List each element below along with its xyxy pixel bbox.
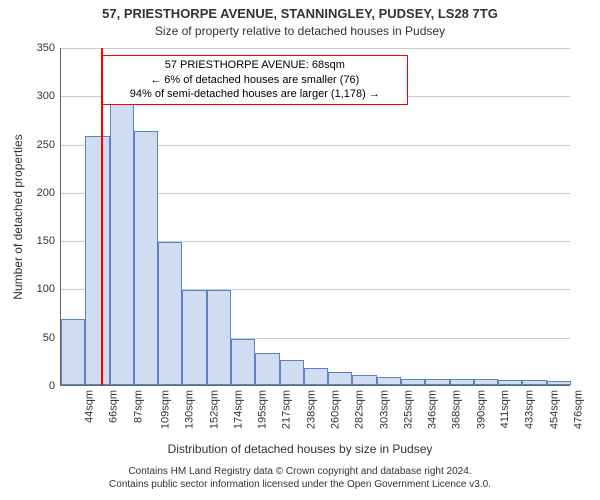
xtick-label: 217sqm xyxy=(281,390,293,429)
xtick-label: 433sqm xyxy=(524,390,536,429)
xtick-label: 303sqm xyxy=(378,390,390,429)
histogram-bar xyxy=(328,372,352,385)
xtick-label: 195sqm xyxy=(257,390,269,429)
xtick-label: 130sqm xyxy=(184,390,196,429)
xtick-label: 44sqm xyxy=(84,390,96,423)
xtick-label: 390sqm xyxy=(475,390,487,429)
xtick-label: 325sqm xyxy=(402,390,414,429)
ytick-label: 250 xyxy=(37,139,61,151)
ytick-label: 200 xyxy=(37,187,61,199)
histogram-bar xyxy=(280,360,304,385)
xtick-label: 476sqm xyxy=(572,390,584,429)
xtick-label: 368sqm xyxy=(451,390,463,429)
histogram-bar xyxy=(377,377,401,385)
histogram-bar xyxy=(231,339,255,385)
ytick-label: 50 xyxy=(43,332,61,344)
xtick-label: 109sqm xyxy=(160,390,172,429)
histogram-bar xyxy=(110,88,134,385)
footer-line-2: Contains public sector information licen… xyxy=(0,479,600,492)
chart-container: Number of detached properties 0501001502… xyxy=(0,0,600,500)
ytick-label: 100 xyxy=(37,283,61,295)
ytick-label: 150 xyxy=(37,235,61,247)
histogram-bar xyxy=(498,380,522,385)
histogram-bar xyxy=(61,319,85,385)
histogram-bar xyxy=(182,290,206,385)
histogram-bar xyxy=(158,242,182,385)
histogram-bar xyxy=(425,379,449,385)
histogram-bar xyxy=(522,380,546,385)
ytick-label: 300 xyxy=(37,90,61,102)
histogram-bar xyxy=(547,381,571,385)
annotation-line: ← 6% of detached houses are smaller (76) xyxy=(109,73,401,88)
xtick-label: 152sqm xyxy=(208,390,220,429)
xtick-label: 282sqm xyxy=(354,390,366,429)
xtick-label: 238sqm xyxy=(305,390,317,429)
histogram-bar xyxy=(352,375,376,385)
annotation-line: 94% of semi-detached houses are larger (… xyxy=(109,87,401,102)
xtick-label: 454sqm xyxy=(548,390,560,429)
xtick-label: 346sqm xyxy=(427,390,439,429)
ytick-label: 0 xyxy=(49,380,61,392)
xtick-label: 87sqm xyxy=(132,390,144,423)
histogram-bar xyxy=(134,131,158,385)
histogram-bar xyxy=(401,379,425,385)
histogram-bar xyxy=(450,379,474,385)
x-axis-label: Distribution of detached houses by size … xyxy=(0,442,600,456)
xtick-label: 411sqm xyxy=(499,390,511,428)
histogram-bar xyxy=(474,379,498,385)
ytick-label: 350 xyxy=(37,42,61,54)
y-axis-label: Number of detached properties xyxy=(11,134,25,299)
gridline xyxy=(61,48,570,49)
footer-attribution: Contains HM Land Registry data © Crown c… xyxy=(0,466,600,491)
xtick-label: 66sqm xyxy=(108,390,120,423)
footer-line-1: Contains HM Land Registry data © Crown c… xyxy=(0,466,600,479)
histogram-bar xyxy=(85,136,109,385)
annotation-line: 57 PRIESTHORPE AVENUE: 68sqm xyxy=(109,58,401,73)
xtick-label: 174sqm xyxy=(232,390,244,429)
annotation-box: 57 PRIESTHORPE AVENUE: 68sqm← 6% of deta… xyxy=(102,55,408,106)
histogram-bar xyxy=(255,353,279,385)
histogram-bar xyxy=(304,368,328,385)
plot-area: 05010015020025030035044sqm66sqm87sqm109s… xyxy=(60,48,570,386)
histogram-bar xyxy=(207,290,231,385)
xtick-label: 260sqm xyxy=(330,390,342,429)
